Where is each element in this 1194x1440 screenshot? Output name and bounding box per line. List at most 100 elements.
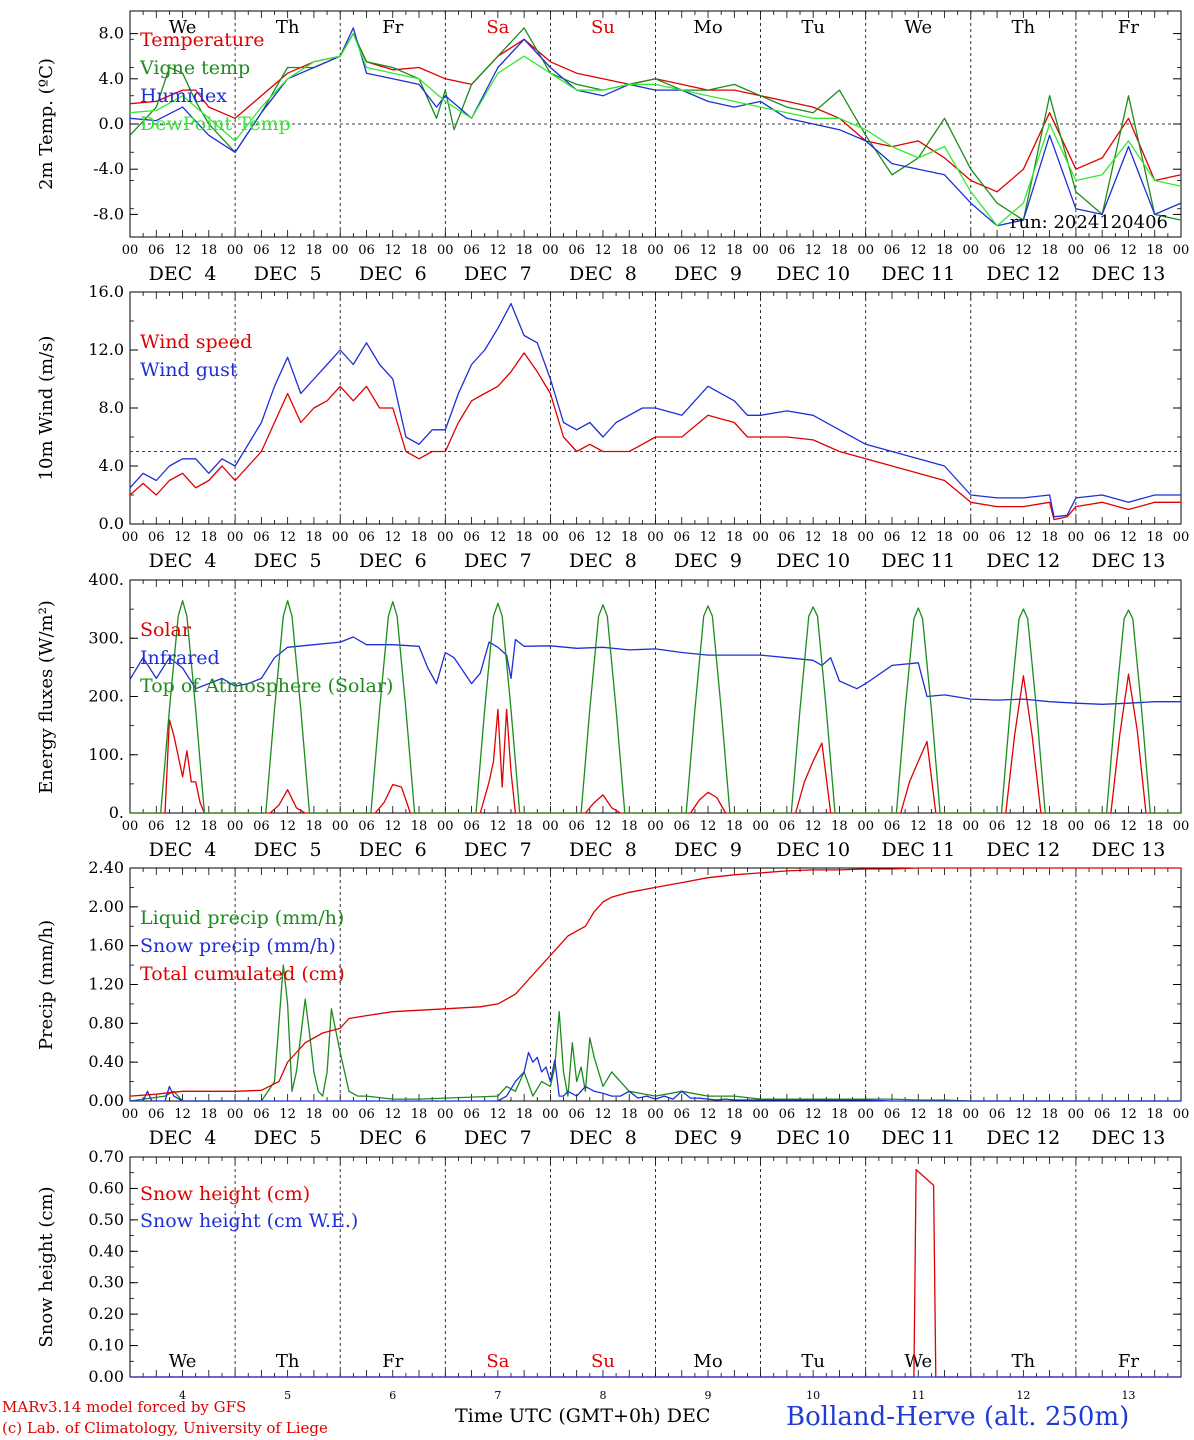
day-label: DEC 12 <box>986 550 1060 572</box>
day-label: DEC 8 <box>569 550 637 572</box>
hour-tick-label: 12 <box>279 819 296 834</box>
hour-tick-label: 06 <box>1094 1107 1111 1122</box>
hour-tick-label: 00 <box>1173 819 1190 834</box>
hour-tick-label: 00 <box>1068 243 1085 258</box>
hour-tick-label: 18 <box>306 530 323 545</box>
hour-tick-label: 12 <box>1120 243 1137 258</box>
day-label: DEC 5 <box>254 263 322 285</box>
hour-tick-label: 00 <box>963 530 980 545</box>
hour-tick-label: 06 <box>884 243 901 258</box>
legend-entry: Vigne temp <box>139 57 250 79</box>
day-label: DEC 11 <box>881 1127 955 1149</box>
hour-tick-label: 00 <box>857 1107 874 1122</box>
hour-tick-label: 18 <box>306 819 323 834</box>
hour-tick-label: 00 <box>122 243 139 258</box>
hour-tick-label: 00 <box>963 1107 980 1122</box>
hour-tick-label: 12 <box>910 243 927 258</box>
day-label: DEC 13 <box>1092 839 1166 861</box>
weekday-label: We <box>904 17 932 38</box>
weekday-label: Tu <box>801 1351 825 1372</box>
hour-tick-label: 06 <box>674 243 691 258</box>
legend-entry: DewPoint Temp <box>140 113 291 135</box>
y-axis-label: Snow height (cm) <box>36 1186 57 1347</box>
hour-tick-label: 06 <box>463 530 480 545</box>
hour-tick-label: 00 <box>227 243 244 258</box>
hour-tick-label: 06 <box>463 243 480 258</box>
hour-tick-label: 00 <box>752 243 769 258</box>
hour-tick-label: 18 <box>831 530 848 545</box>
y-tick-label: 0.50 <box>88 1210 124 1229</box>
day-label: DEC 10 <box>776 550 850 572</box>
hour-tick-label: 18 <box>831 243 848 258</box>
day-label: DEC 6 <box>359 839 427 861</box>
hour-tick-label: 18 <box>1041 819 1058 834</box>
hour-tick-label: 00 <box>122 1107 139 1122</box>
hour-tick-label: 06 <box>989 243 1006 258</box>
legend-entry: Snow precip (mm/h) <box>140 935 336 957</box>
hour-tick-label: 06 <box>148 819 165 834</box>
hour-tick-label: 00 <box>752 530 769 545</box>
y-tick-label: 0.80 <box>88 1013 124 1032</box>
lab-credit: (c) Lab. of Climatology, University of L… <box>2 1419 328 1437</box>
hour-tick-label: 06 <box>253 530 270 545</box>
panel-1: 8.0 4.0 0.0 -4.0 -8.0 2m Temp. (ºC) 00 06 12 18 00… <box>36 10 1189 285</box>
y-tick-label: 8.0 <box>99 398 124 417</box>
hour-tick-label: 00 <box>963 819 980 834</box>
weekday-label: We <box>169 17 197 38</box>
day-label: DEC 7 <box>464 839 532 861</box>
hour-tick-label: 00 <box>542 530 559 545</box>
hour-tick-label: 00 <box>1068 1107 1085 1122</box>
hour-tick-label: 12 <box>384 530 401 545</box>
hour-tick-label: 06 <box>1094 243 1111 258</box>
hour-tick-label: 18 <box>306 1107 323 1122</box>
day-label: DEC 12 <box>986 1127 1060 1149</box>
hour-tick-label: 00 <box>1068 819 1085 834</box>
day-label: DEC 13 <box>1092 550 1166 572</box>
hour-tick-label: 12 <box>595 819 612 834</box>
hour-tick-label: 06 <box>568 1107 585 1122</box>
hour-tick-label: 12 <box>384 819 401 834</box>
legend-entry: Temperature <box>140 29 264 51</box>
legend-entry: Liquid precip (mm/h) <box>140 907 344 929</box>
hour-tick-label: 18 <box>621 819 638 834</box>
hour-tick-label: 12 <box>174 819 191 834</box>
y-tick-label: 1.20 <box>88 975 124 994</box>
hour-tick-label: 18 <box>831 819 848 834</box>
hour-tick-label: 06 <box>463 1107 480 1122</box>
y-tick-label: 200. <box>88 687 124 706</box>
hour-tick-label: 06 <box>884 530 901 545</box>
hour-tick-label: 00 <box>857 530 874 545</box>
weekday-label: Mo <box>693 1351 722 1372</box>
legend-entry: Wind gust <box>140 359 238 381</box>
day-label: DEC 6 <box>359 1127 427 1149</box>
hour-tick-label: 06 <box>674 1107 691 1122</box>
hour-tick-label: 06 <box>989 530 1006 545</box>
weekday-label: Su <box>591 1351 615 1372</box>
hour-tick-label: 12 <box>279 243 296 258</box>
panel-5: 0.70 0.60 0.50 0.40 0.30 0.20 0.10 0.00 Snow hei… <box>36 1147 1182 1402</box>
hour-tick-label: 12 <box>700 530 717 545</box>
day-number-label: 11 <box>911 1389 925 1402</box>
day-label: DEC 9 <box>674 263 742 285</box>
hour-tick-label: 00 <box>332 1107 349 1122</box>
hour-tick-label: 18 <box>621 243 638 258</box>
day-label: DEC 8 <box>569 839 637 861</box>
legend-entry: Wind speed <box>140 331 252 353</box>
hour-tick-label: 18 <box>1146 530 1163 545</box>
hour-tick-label: 18 <box>726 243 743 258</box>
hour-tick-label: 06 <box>358 243 375 258</box>
hour-tick-label: 12 <box>1120 1107 1137 1122</box>
hour-tick-label: 06 <box>779 243 796 258</box>
hour-tick-label: 18 <box>516 530 533 545</box>
day-label: DEC 12 <box>986 263 1060 285</box>
hour-tick-label: 00 <box>752 819 769 834</box>
hour-tick-label: 12 <box>279 1107 296 1122</box>
weekday-label: We <box>169 1351 197 1372</box>
day-label: DEC 11 <box>881 839 955 861</box>
hour-tick-label: 06 <box>568 819 585 834</box>
day-number-label: 7 <box>494 1389 501 1402</box>
hour-tick-label: 18 <box>936 243 953 258</box>
day-label: DEC 10 <box>776 839 850 861</box>
day-label: DEC 7 <box>464 263 532 285</box>
hour-tick-label: 18 <box>201 530 218 545</box>
